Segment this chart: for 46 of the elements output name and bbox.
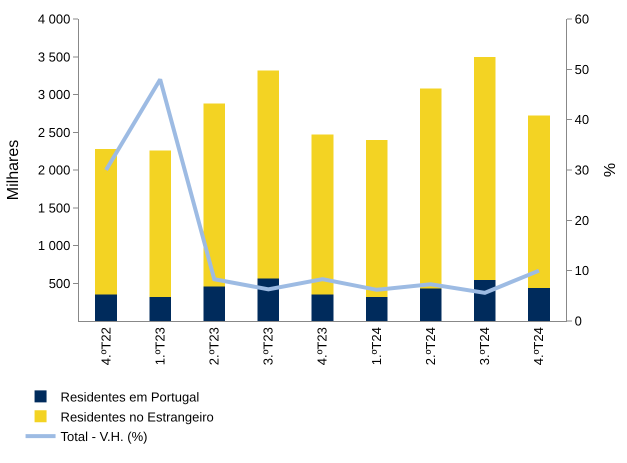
y-tick-label: 2 000 — [38, 162, 70, 178]
bar — [203, 104, 226, 286]
x-tick-label: 2.ºT23 — [206, 327, 222, 366]
x-tick-label: 4.ºT22 — [98, 327, 114, 366]
bar — [420, 288, 442, 321]
bar — [95, 294, 117, 321]
x-tick-label: 1.ºT24 — [368, 327, 384, 366]
y2-axis-title: % — [602, 162, 619, 178]
y-tick-label: 1 000 — [38, 238, 70, 254]
bar — [528, 116, 550, 288]
bar — [420, 88, 442, 289]
bar — [528, 288, 550, 321]
y2-tick-label: 50 — [574, 62, 590, 77]
x-tick-label: 2.ºT24 — [422, 327, 438, 366]
bar — [95, 148, 117, 295]
bar — [474, 56, 496, 280]
y-tick-label: 500 — [48, 276, 70, 291]
bar — [149, 296, 171, 321]
y2-tick-label: 60 — [574, 12, 590, 27]
y-tick-label: 3 500 — [38, 49, 70, 64]
y-axis-title: Milhares — [4, 140, 22, 200]
bar — [149, 150, 171, 297]
x-tick-label: 4.ºT24 — [531, 327, 546, 366]
bar — [203, 286, 226, 321]
bar — [312, 134, 334, 295]
y-tick-label: 4 000 — [38, 12, 70, 27]
bar — [258, 70, 280, 279]
x-tick-label: 4.ºT23 — [314, 327, 330, 366]
x-tick-label: 3.ºT24 — [477, 327, 492, 366]
y2-tick-label: 30 — [574, 162, 590, 178]
line-series — [104, 77, 541, 295]
y2-tick-label: 20 — [574, 212, 590, 228]
legend-label: Residentes no Estrangeiro — [60, 409, 214, 424]
y2-tick-label: 40 — [574, 112, 590, 128]
bar — [366, 140, 388, 297]
y-tick-label: 2 500 — [38, 124, 70, 140]
legend-label: Total - V.H. (%) — [60, 429, 148, 444]
bar — [366, 296, 388, 321]
y2-tick-label: 10 — [574, 263, 590, 278]
y2-tick-label: 0 — [574, 314, 582, 329]
x-tick-label: 1.ºT23 — [152, 327, 168, 366]
bar — [312, 294, 334, 321]
legend-label: Residentes em Portugal — [60, 389, 200, 404]
y-tick-label: 3 000 — [38, 87, 70, 102]
x-tick-label: 3.ºT23 — [260, 327, 276, 366]
y-tick-label: 1 500 — [38, 200, 70, 216]
